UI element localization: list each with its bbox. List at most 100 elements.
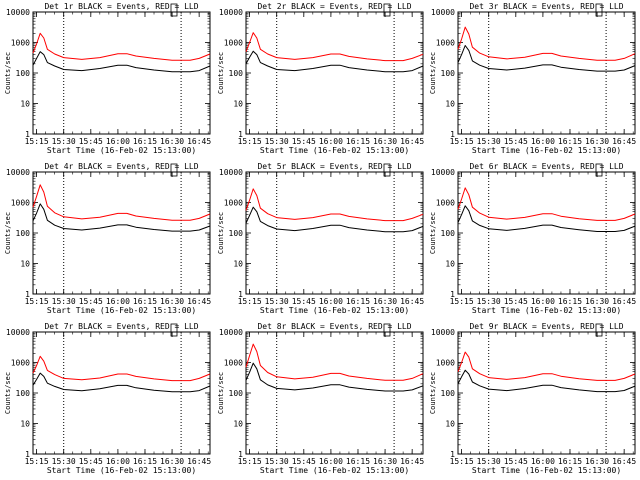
x-tick-label: 15:15 (450, 137, 474, 146)
x-tick-label: 15:15 (25, 297, 49, 306)
y-axis-label: Counts/sec (4, 212, 12, 254)
detector-plot-6: Det 6r BLACK = Events, RED = LLD 1 10 100 10… (429, 162, 636, 315)
x-tick-label: 16:45 (187, 297, 211, 306)
lld-series-line (457, 187, 636, 221)
x-tick-label: 15:30 (52, 137, 76, 146)
x-tick-label: 16:30 (160, 297, 184, 306)
x-tick-label: 16:15 (133, 297, 157, 306)
x-tick-label: 15:30 (477, 457, 501, 466)
x-tick-label: 16:00 (319, 137, 343, 146)
y-tick-label: 10 (20, 260, 30, 269)
x-tick-label: 16:15 (346, 137, 370, 146)
x-tick-label: 16:30 (585, 137, 609, 146)
marker-box (383, 163, 391, 177)
y-tick-label: 10 (20, 100, 30, 109)
y-tick-label: 100 (16, 69, 31, 78)
x-tick-label: 16:00 (531, 457, 555, 466)
y-tick-label: 10000 (431, 168, 455, 177)
plot-title: Det 4r BLACK = Events, RED = LLD (44, 162, 198, 171)
events-series-line (32, 372, 211, 393)
x-tick-label: 16:15 (133, 457, 157, 466)
x-tick-label: 16:45 (400, 137, 424, 146)
y-tick-label: 10 (445, 420, 455, 429)
plot-frame (32, 11, 211, 135)
y-tick-label: 1 (450, 130, 455, 139)
events-series-line (245, 50, 424, 73)
plot-frame (32, 331, 211, 455)
plot-title: Det 6r BLACK = Events, RED = LLD (469, 162, 623, 171)
y-axis-label: Counts/sec (429, 52, 437, 94)
x-tick-label: 15:15 (238, 297, 262, 306)
x-tick-label: 16:45 (187, 137, 211, 146)
y-tick-label: 10 (233, 100, 243, 109)
x-tick-label: 16:15 (558, 137, 582, 146)
y-tick-label: 1 (25, 450, 30, 459)
detector-plot-8: Det 8r BLACK = Events, RED = LLD 1 10 100 10… (217, 322, 424, 475)
plot-frame (32, 171, 211, 295)
y-tick-label: 1000 (224, 39, 243, 48)
plot-title: Det 7r BLACK = Events, RED = LLD (44, 322, 198, 331)
x-tick-label: 15:30 (52, 297, 76, 306)
y-tick-label: 100 (16, 229, 31, 238)
y-tick-label: 1 (25, 290, 30, 299)
x-tick-label: 16:45 (187, 457, 211, 466)
x-tick-label: 15:15 (238, 457, 262, 466)
y-tick-label: 10 (233, 260, 243, 269)
x-axis-label: Start Time (16-Feb-02 15:13:00) (47, 466, 196, 475)
events-series-line (245, 362, 424, 392)
x-tick-label: 15:15 (238, 137, 262, 146)
y-tick-label: 10000 (6, 8, 30, 17)
y-axis-label: Counts/sec (4, 52, 12, 94)
y-axis-label: Counts/sec (429, 212, 437, 254)
y-tick-label: 10 (445, 260, 455, 269)
y-tick-label: 1000 (11, 199, 30, 208)
events-series-line (245, 206, 424, 233)
plot-frame (245, 171, 424, 295)
x-tick-label: 15:45 (79, 457, 103, 466)
x-axis-label: Start Time (16-Feb-02 15:13:00) (260, 466, 409, 475)
marker-box (170, 3, 178, 17)
lld-series-line (32, 184, 211, 221)
plot-frame (457, 331, 636, 455)
x-tick-label: 16:00 (531, 137, 555, 146)
plot-title: Det 9r BLACK = Events, RED = LLD (469, 322, 623, 331)
lld-series-line (245, 343, 424, 381)
plot-frame (245, 331, 424, 455)
plot-title: Det 3r BLACK = Events, RED = LLD (469, 2, 623, 11)
y-tick-label: 1000 (436, 359, 455, 368)
events-series-line (32, 203, 211, 232)
x-tick-label: 16:00 (106, 137, 130, 146)
marker-box (595, 323, 603, 337)
plot-frame (457, 171, 636, 295)
x-tick-label: 15:30 (52, 457, 76, 466)
detector-plot-5: Det 5r BLACK = Events, RED = LLD 1 10 100 10… (217, 162, 424, 315)
x-axis-label: Start Time (16-Feb-02 15:13:00) (472, 306, 621, 315)
y-tick-label: 10000 (6, 168, 30, 177)
x-axis-label: Start Time (16-Feb-02 15:13:00) (260, 306, 409, 315)
x-axis-label: Start Time (16-Feb-02 15:13:00) (47, 306, 196, 315)
x-tick-label: 15:15 (25, 457, 49, 466)
x-tick-label: 16:00 (319, 297, 343, 306)
plot-title: Det 2r BLACK = Events, RED = LLD (257, 2, 411, 11)
y-axis-label: Counts/sec (217, 372, 225, 414)
y-tick-label: 10000 (219, 168, 243, 177)
x-axis-label: Start Time (16-Feb-02 15:13:00) (472, 466, 621, 475)
marker-box (595, 3, 603, 17)
x-tick-label: 15:45 (504, 297, 528, 306)
x-tick-label: 16:30 (160, 457, 184, 466)
detector-plot-9: Det 9r BLACK = Events, RED = LLD 1 10 100 10… (429, 322, 636, 475)
y-tick-label: 100 (441, 229, 456, 238)
plot-title: Det 5r BLACK = Events, RED = LLD (257, 162, 411, 171)
lld-series-line (457, 26, 636, 61)
detector-plot-2: Det 2r BLACK = Events, RED = LLD 1 10 100 10… (217, 2, 424, 155)
y-tick-label: 10000 (219, 8, 243, 17)
events-series-line (457, 45, 636, 72)
marker-box (170, 163, 178, 177)
marker-box (383, 323, 391, 337)
marker-box (595, 163, 603, 177)
x-tick-label: 15:45 (292, 297, 316, 306)
x-tick-label: 16:45 (400, 457, 424, 466)
x-tick-label: 16:30 (373, 457, 397, 466)
plot-title: Det 8r BLACK = Events, RED = LLD (257, 322, 411, 331)
y-tick-label: 10000 (219, 328, 243, 337)
